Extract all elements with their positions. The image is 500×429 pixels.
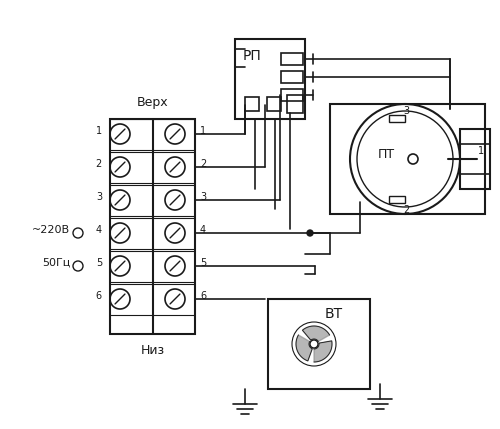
Text: 6: 6: [96, 291, 102, 301]
Text: РП: РП: [243, 49, 262, 63]
Text: Низ: Низ: [140, 344, 164, 357]
Bar: [281, 53, 303, 65]
Bar: [268, 299, 370, 389]
Circle shape: [307, 230, 313, 236]
Text: 5: 5: [96, 258, 102, 268]
Text: ~220В: ~220В: [32, 225, 70, 235]
Polygon shape: [296, 335, 312, 361]
Bar: [281, 71, 303, 83]
Bar: [389, 115, 405, 122]
Bar: [330, 104, 485, 214]
Bar: [267, 97, 281, 111]
Text: 50Гц: 50Гц: [42, 258, 70, 268]
Text: 2: 2: [403, 205, 409, 215]
Text: 2: 2: [200, 159, 206, 169]
Text: ПТ: ПТ: [378, 148, 395, 160]
Text: 2: 2: [96, 159, 102, 169]
Text: 5: 5: [200, 258, 206, 268]
Text: 6: 6: [200, 291, 206, 301]
Text: 1: 1: [200, 126, 206, 136]
Text: 1: 1: [96, 126, 102, 136]
Text: ВТ: ВТ: [325, 307, 343, 321]
Text: 4: 4: [96, 225, 102, 235]
Bar: [287, 95, 303, 113]
Bar: [110, 119, 195, 334]
Bar: [281, 89, 303, 101]
Bar: [389, 196, 405, 203]
Bar: [245, 97, 259, 111]
Circle shape: [310, 340, 318, 348]
Text: 1: 1: [478, 146, 484, 156]
Polygon shape: [302, 326, 330, 341]
Text: 3: 3: [200, 192, 206, 202]
Text: 4: 4: [200, 225, 206, 235]
Bar: [460, 129, 490, 189]
Text: 3: 3: [96, 192, 102, 202]
Bar: [235, 39, 305, 119]
Text: Верх: Верх: [136, 96, 168, 109]
Polygon shape: [314, 341, 332, 362]
Text: 3: 3: [403, 106, 409, 116]
